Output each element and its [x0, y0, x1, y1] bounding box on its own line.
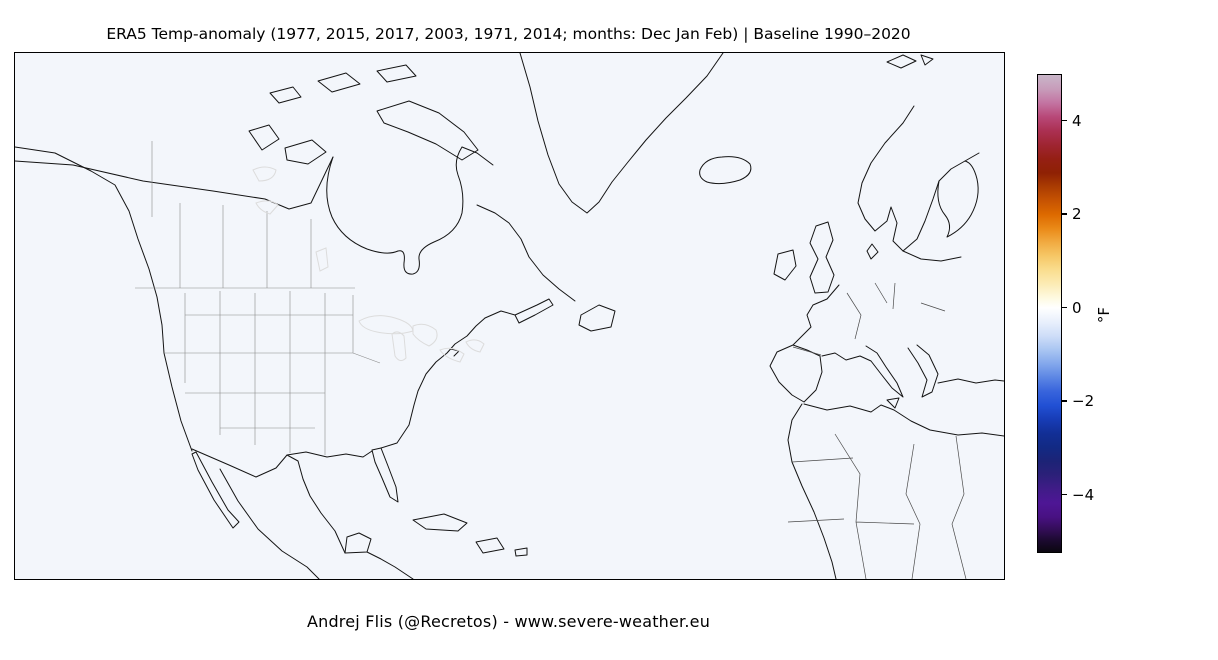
colorbar-tick-mark [1062, 400, 1067, 402]
colorbar-tick-mark [1062, 213, 1067, 215]
country-border-paths [787, 282, 967, 579]
lake-paths [252, 166, 485, 363]
colorbar-tick-mark [1062, 306, 1067, 309]
coastlines-overlay [15, 53, 1004, 579]
colorbar-tick-mark [1062, 119, 1067, 122]
map-canvas [15, 53, 1004, 579]
colorbar-tick-label: 0 [1072, 298, 1082, 317]
page-title: ERA5 Temp-anomaly (1977, 2015, 2017, 200… [106, 25, 911, 43]
colorbar-gradient [1037, 74, 1062, 553]
colorbar-tick-mark [1062, 493, 1067, 496]
coastline-paths [15, 53, 1004, 579]
map-frame [14, 52, 1005, 580]
colorbar-tick-label: −4 [1072, 485, 1095, 504]
state-border-paths [135, 141, 381, 455]
colorbar: 4 2 0 −2 −4 [1037, 74, 1117, 553]
colorbar-tick-label: −2 [1072, 392, 1095, 411]
colorbar-unit-label: °F [1095, 306, 1113, 324]
colorbar-tick-label: 4 [1072, 111, 1082, 130]
credit-caption: Andrej Flis (@Recretos) - www.severe-wea… [306, 612, 711, 631]
colorbar-tick-label: 2 [1072, 205, 1082, 224]
